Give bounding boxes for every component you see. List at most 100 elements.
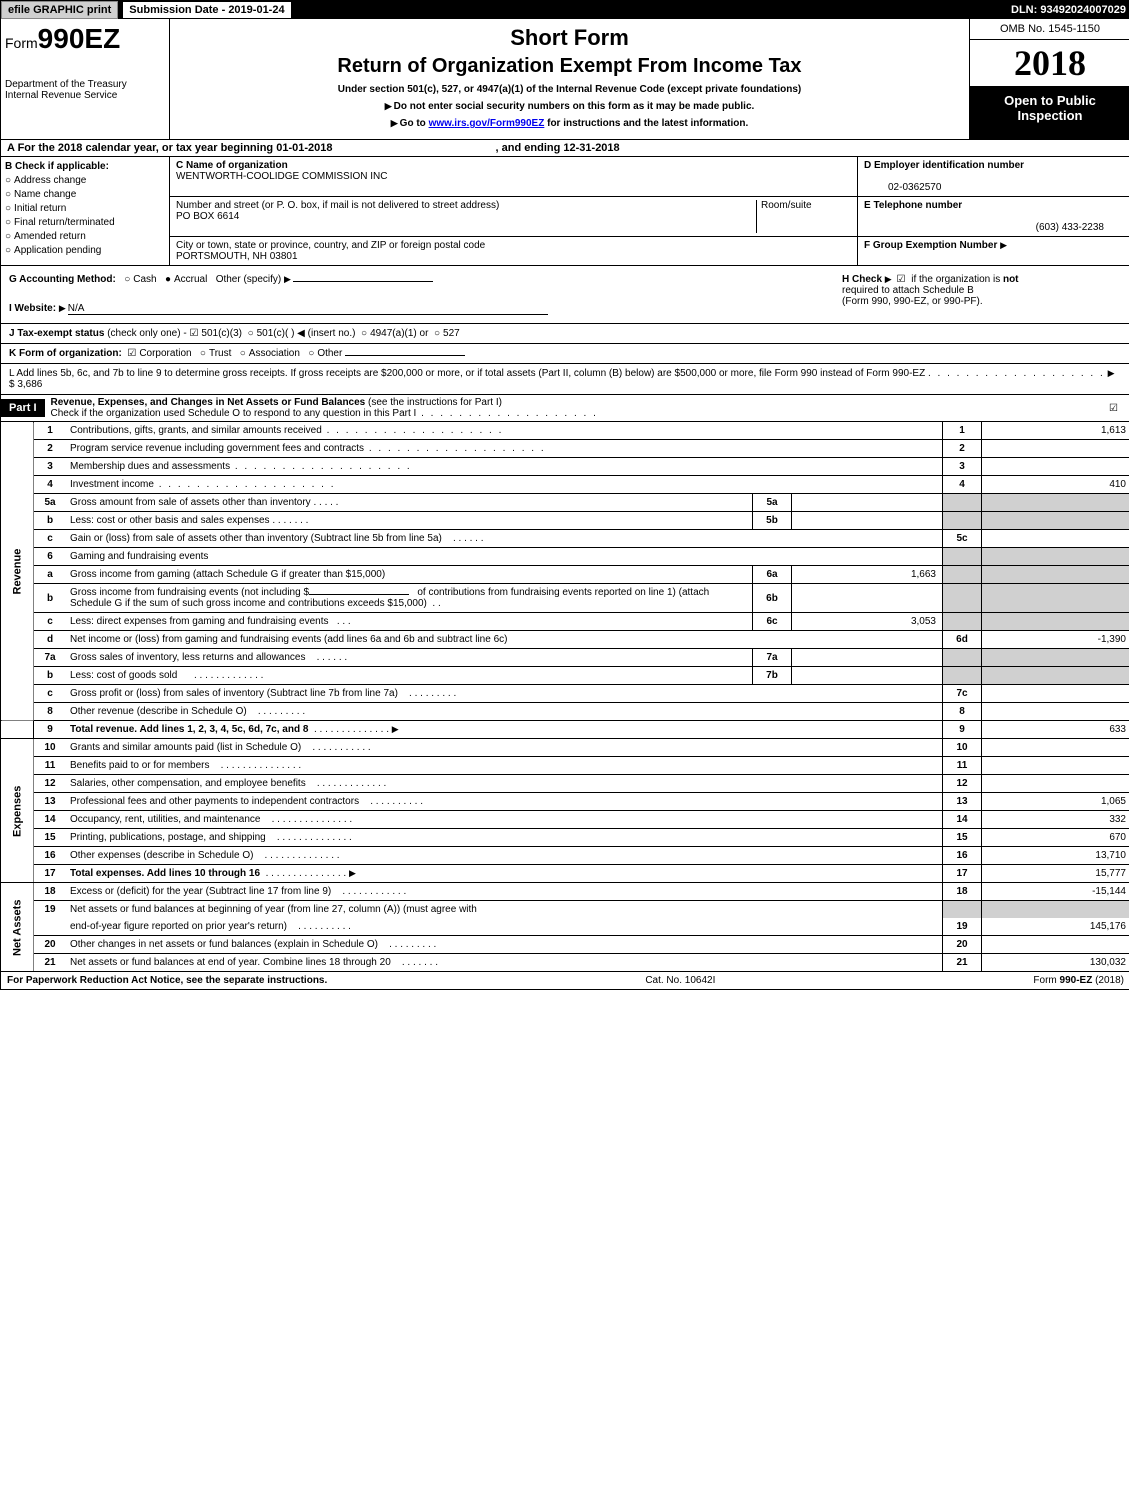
l4-col: 4 bbox=[943, 476, 982, 494]
j-501c-radio[interactable] bbox=[248, 328, 257, 339]
l17-val: 15,777 bbox=[982, 865, 1129, 883]
irs-link[interactable]: www.irs.gov/Form990EZ bbox=[429, 118, 545, 129]
l21-num: 21 bbox=[34, 954, 67, 972]
line-17: 17 Total expenses. Add lines 10 through … bbox=[1, 865, 1129, 883]
tax-year: 2018 bbox=[970, 40, 1129, 87]
accounting-cash-radio[interactable] bbox=[124, 274, 133, 285]
k-other-radio[interactable] bbox=[308, 348, 317, 359]
l14-num: 14 bbox=[34, 811, 67, 829]
j-note: (check only one) - bbox=[107, 328, 186, 339]
l8-num: 8 bbox=[34, 703, 67, 721]
check-address-change[interactable]: Address change bbox=[5, 175, 165, 186]
l6b-desc: Gross income from fundraising events (no… bbox=[66, 584, 753, 613]
line-5b: b Less: cost or other basis and sales ex… bbox=[1, 512, 1129, 530]
l13-num: 13 bbox=[34, 793, 67, 811]
l7a-val-shaded bbox=[982, 649, 1129, 667]
section-a-mid: , and ending bbox=[496, 142, 564, 154]
l5a-num: 5a bbox=[34, 494, 67, 512]
check-application-pending[interactable]: Application pending bbox=[5, 245, 165, 256]
org-info-row-2: Number and street (or P. O. box, if mail… bbox=[170, 197, 1129, 237]
l9-val: 633 bbox=[982, 721, 1129, 739]
check-name-change-label: Name change bbox=[14, 189, 76, 200]
j-501c3-checkbox[interactable] bbox=[189, 328, 201, 339]
l5b-num: b bbox=[34, 512, 67, 530]
line-12: 12 Salaries, other compensation, and emp… bbox=[1, 775, 1129, 793]
l4-num: 4 bbox=[34, 476, 67, 494]
line-11: 11 Benefits paid to or for members . . .… bbox=[1, 757, 1129, 775]
l2-val bbox=[982, 440, 1129, 458]
l4-val: 410 bbox=[982, 476, 1129, 494]
note2-prefix: Go to bbox=[400, 118, 429, 129]
net-assets-side-label: Net Assets bbox=[1, 883, 34, 972]
l19-num: 19 bbox=[34, 901, 67, 919]
note-ssn: Do not enter social security numbers on … bbox=[180, 101, 959, 112]
l10-desc: Grants and similar amounts paid (list in… bbox=[66, 739, 943, 757]
line-19-bottom: end-of-year figure reported on prior yea… bbox=[1, 918, 1129, 936]
efile-print-button[interactable]: efile GRAPHIC print bbox=[1, 1, 118, 19]
l7c-num: c bbox=[34, 685, 67, 703]
street-cell: Number and street (or P. O. box, if mail… bbox=[170, 197, 858, 236]
l5b-inner-val bbox=[792, 512, 943, 530]
l1-col: 1 bbox=[943, 422, 982, 440]
line-18: Net Assets 18 Excess or (deficit) for th… bbox=[1, 883, 1129, 901]
check-final-return[interactable]: Final return/terminated bbox=[5, 217, 165, 228]
line-19-top: 19 Net assets or fund balances at beginn… bbox=[1, 901, 1129, 919]
accounting-cash-label: Cash bbox=[133, 274, 156, 285]
note-ssn-text: Do not enter social security numbers on … bbox=[394, 101, 755, 112]
l2-col: 2 bbox=[943, 440, 982, 458]
gh-right: H Check if the organization is not requi… bbox=[834, 274, 1122, 315]
line-7a: 7a Gross sales of inventory, less return… bbox=[1, 649, 1129, 667]
l7b-val-shaded bbox=[982, 667, 1129, 685]
footer-right: Form 990-EZ (2018) bbox=[1033, 975, 1124, 986]
accounting-other-input[interactable] bbox=[293, 281, 433, 282]
street-label: Number and street (or P. O. box, if mail… bbox=[176, 200, 499, 211]
l6b-blank[interactable] bbox=[309, 594, 409, 595]
short-form-title: Short Form bbox=[180, 25, 959, 51]
l18-desc: Excess or (deficit) for the year (Subtra… bbox=[66, 883, 943, 901]
revenue-side-label: Revenue bbox=[1, 422, 34, 721]
check-name-change[interactable]: Name change bbox=[5, 189, 165, 200]
accounting-accrual-radio[interactable] bbox=[165, 274, 174, 285]
line-5a: 5a Gross amount from sale of assets othe… bbox=[1, 494, 1129, 512]
section-b-row: B Check if applicable: Address change Na… bbox=[1, 157, 1129, 266]
l6d-col: 6d bbox=[943, 631, 982, 649]
l7a-inner: 7a bbox=[753, 649, 792, 667]
h-checkbox[interactable] bbox=[897, 274, 909, 285]
l3-num: 3 bbox=[34, 458, 67, 476]
return-title: Return of Organization Exempt From Incom… bbox=[180, 55, 959, 78]
telephone-value: (603) 433-2238 bbox=[1036, 222, 1104, 233]
line-6c: c Less: direct expenses from gaming and … bbox=[1, 613, 1129, 631]
part1-checkbox[interactable] bbox=[1100, 403, 1129, 414]
form-number-label: Form990EZ bbox=[5, 23, 165, 55]
check-application-pending-label: Application pending bbox=[14, 245, 101, 256]
form-number-big: 990EZ bbox=[38, 23, 121, 54]
k-other-input[interactable] bbox=[345, 355, 465, 356]
header-left: Form990EZ Department of the Treasury Int… bbox=[1, 19, 170, 139]
l15-val: 670 bbox=[982, 829, 1129, 847]
l12-num: 12 bbox=[34, 775, 67, 793]
k-corp-label: Corporation bbox=[139, 348, 191, 359]
l12-desc: Salaries, other compensation, and employ… bbox=[66, 775, 943, 793]
section-a-prefix: A For the 2018 calendar year, or tax yea… bbox=[7, 142, 276, 154]
line-2: 2 Program service revenue including gove… bbox=[1, 440, 1129, 458]
j-4947-radio[interactable] bbox=[361, 328, 370, 339]
k-corp-checkbox[interactable] bbox=[127, 348, 139, 359]
k-assoc-radio[interactable] bbox=[240, 348, 249, 359]
check-amended-return[interactable]: Amended return bbox=[5, 231, 165, 242]
part1-title: Revenue, Expenses, and Changes in Net As… bbox=[51, 397, 366, 408]
k-trust-radio[interactable] bbox=[200, 348, 209, 359]
l9-desc: Total revenue. Add lines 1, 2, 3, 4, 5c,… bbox=[66, 721, 943, 739]
check-address-change-label: Address change bbox=[14, 175, 86, 186]
l5c-val bbox=[982, 530, 1129, 548]
check-initial-return[interactable]: Initial return bbox=[5, 203, 165, 214]
l6a-num: a bbox=[34, 566, 67, 584]
part1-title-block: Revenue, Expenses, and Changes in Net As… bbox=[45, 395, 1100, 421]
line-7c: c Gross profit or (loss) from sales of i… bbox=[1, 685, 1129, 703]
l6b-col-shaded bbox=[943, 584, 982, 613]
open-to-public: Open to Public Inspection bbox=[970, 87, 1129, 139]
note-goto: Go to www.irs.gov/Form990EZ for instruct… bbox=[180, 118, 959, 129]
j-527-radio[interactable] bbox=[434, 328, 443, 339]
l6-val-shaded bbox=[982, 548, 1129, 566]
group-exemption-cell: F Group Exemption Number bbox=[858, 237, 1129, 265]
telephone-cell: E Telephone number (603) 433-2238 bbox=[858, 197, 1129, 236]
